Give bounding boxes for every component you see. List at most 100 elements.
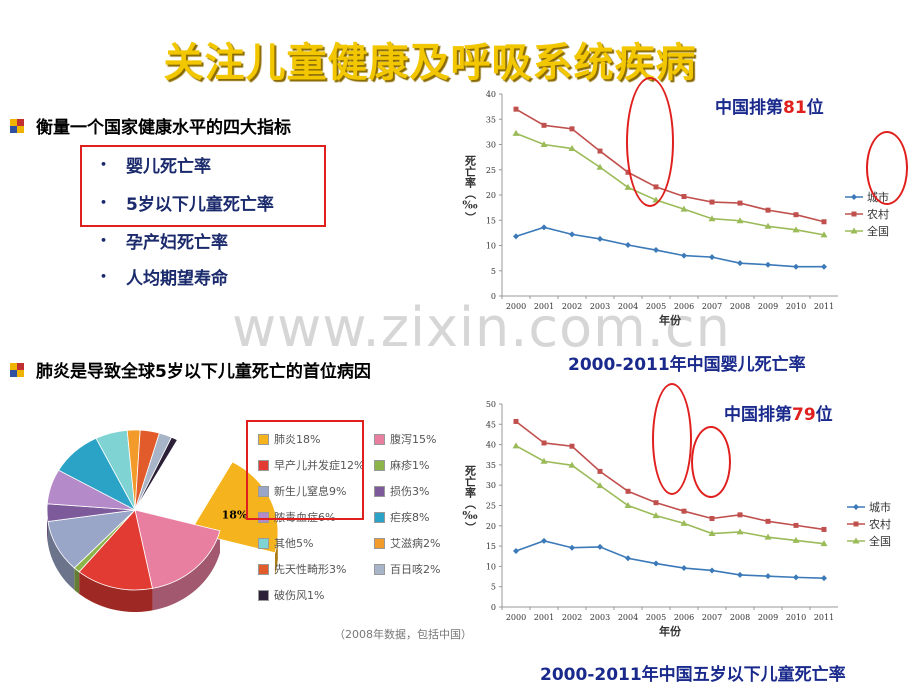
x-tick-label: 2003 — [590, 302, 610, 311]
data-point — [541, 224, 547, 231]
data-point — [512, 442, 520, 449]
rank-suffix: 位 — [806, 98, 824, 118]
section2-heading-text: 肺炎是导致全球5岁以下儿童死亡的首位病因 — [36, 362, 371, 382]
pie-slice — [134, 436, 178, 511]
legend-label: 农村 — [869, 517, 891, 531]
pie-slice-label: 18% — [222, 509, 248, 522]
x-tick-label: 2009 — [758, 302, 778, 311]
data-point — [624, 183, 632, 190]
data-point — [793, 212, 799, 218]
legend-label: 新生儿窒息9% — [274, 485, 347, 498]
pie-slice-side — [274, 537, 278, 575]
data-point — [792, 536, 800, 543]
y-tick-label: 20 — [486, 522, 496, 531]
data-point — [821, 526, 827, 532]
series-line-2 — [515, 132, 825, 236]
x-tick-label: 2001 — [534, 613, 554, 622]
data-point — [569, 544, 575, 551]
legend-label: 肺炎18% — [274, 433, 321, 446]
bullet-dot-icon: • — [100, 234, 108, 247]
data-point — [653, 500, 659, 506]
highlight-ellipse — [626, 77, 674, 207]
watermark: www.zixin.com.cn — [232, 296, 731, 359]
pie-legend-item: 新生儿窒息9% — [258, 483, 346, 499]
x-tick-label: 2000 — [506, 613, 526, 622]
data-point — [765, 261, 771, 268]
list-item-text: 5岁以下儿童死亡率 — [126, 195, 274, 215]
data-point — [793, 522, 799, 528]
data-point — [513, 233, 519, 240]
series-line-0 — [515, 226, 824, 268]
y-tick-label: 40 — [486, 441, 496, 450]
y-tick-label: 30 — [486, 481, 496, 490]
legend-label: 艾滋病2% — [390, 537, 441, 550]
x-tick-label: 2005 — [646, 302, 666, 311]
legend-label: 百日咳2% — [390, 563, 441, 576]
data-point — [680, 519, 688, 526]
bullet-square-icon — [10, 118, 24, 133]
data-point — [625, 488, 631, 494]
series-line-0 — [515, 539, 825, 579]
data-point — [681, 508, 687, 514]
pie-legend-item: 麻疹1% — [374, 457, 429, 473]
list-item: • 婴儿死亡率 — [100, 152, 211, 177]
x-tick-label: 2003 — [590, 613, 610, 622]
highlight-ellipse — [691, 426, 731, 498]
data-point — [681, 194, 687, 200]
highlight-ellipse — [652, 383, 692, 495]
pie-slice — [78, 509, 153, 591]
list-item: • 5岁以下儿童死亡率 — [100, 190, 274, 215]
bullet-dot-icon: • — [100, 270, 108, 283]
y-tick-label: 0 — [491, 603, 496, 612]
data-point — [681, 565, 687, 572]
y-tick-label: 30 — [486, 141, 496, 150]
data-point — [737, 200, 743, 206]
data-point — [737, 512, 743, 518]
legend-marker — [852, 537, 860, 544]
data-point — [765, 573, 771, 580]
pie-legend-item: 损伤3% — [374, 483, 429, 499]
data-point — [596, 482, 604, 489]
data-point — [765, 518, 771, 524]
pie-legend-item: 艾滋病2% — [374, 535, 440, 551]
y-tick-label: 10 — [486, 562, 496, 571]
pie-chart: 18% — [46, 429, 279, 612]
y-tick-label: 10 — [486, 242, 496, 251]
y-tick-label: 15 — [486, 542, 496, 551]
data-point — [569, 126, 575, 132]
legend-marker — [851, 211, 857, 217]
x-tick-label: 2008 — [730, 613, 750, 622]
pie-legend-item: 疟疾8% — [374, 509, 429, 525]
data-point — [652, 512, 660, 519]
rank-number: 79 — [792, 405, 816, 425]
data-point — [792, 226, 800, 233]
list-item: • 人均期望寿命 — [100, 264, 228, 289]
legend-swatch — [374, 433, 385, 445]
x-tick-label: 2002 — [562, 302, 582, 311]
chart2-caption: 2000-2011年中国五岁以下儿童死亡率 — [540, 665, 846, 685]
data-point — [765, 207, 771, 213]
legend-marker — [853, 504, 859, 510]
legend-label: 全国 — [867, 224, 889, 238]
y-tick-label: 50 — [486, 400, 496, 409]
legend-label: 麻疹1% — [390, 459, 430, 472]
under5-mortality-chart: 0 5 10 15 20 25 30 35 40 45 50 2000 2001 2002 2003 2004… — [462, 400, 891, 638]
x-tick-label: 2008 — [730, 302, 750, 311]
data-point — [541, 537, 547, 544]
data-point — [512, 129, 520, 136]
data-point — [736, 528, 744, 535]
y-tick-label: 45 — [486, 420, 496, 429]
pie-slice-side — [47, 521, 75, 590]
list-item-text: 孕产妇死亡率 — [126, 233, 228, 253]
infant-mortality-chart: 0 5 10 15 20 25 30 35 40 2000 2001 2002 2003 2004 2005… — [462, 90, 889, 327]
legend-label: 全国 — [869, 534, 891, 548]
data-point — [821, 263, 827, 270]
data-point — [708, 215, 716, 222]
x-tick-label: 2009 — [758, 613, 778, 622]
y-tick-label: 40 — [486, 90, 496, 99]
legend-swatch — [374, 563, 385, 575]
rank-label-1: 中国排第81位 — [715, 93, 824, 118]
y-tick-label: 5 — [491, 267, 496, 276]
rank-prefix: 中国排第 — [724, 405, 792, 425]
legend-swatch — [374, 485, 385, 497]
